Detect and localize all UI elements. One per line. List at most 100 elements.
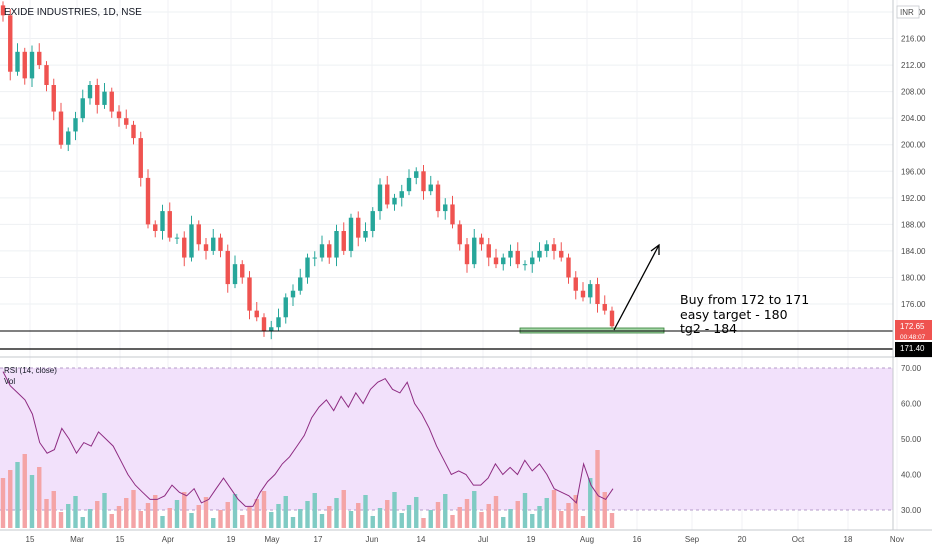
price-tick-label: 180.00 (901, 273, 926, 282)
currency-label: INR (900, 8, 914, 17)
volume-bar (269, 512, 274, 528)
candle-body (182, 237, 187, 258)
candle-body (73, 118, 78, 132)
target-arrow[interactable] (613, 244, 660, 331)
time-tick-label: 14 (417, 535, 426, 544)
volume-bar (109, 514, 114, 528)
volume-bar (261, 491, 267, 528)
volume-bar (203, 497, 209, 528)
rsi-label: RSI (14, close) (4, 366, 57, 375)
volume-bar (37, 467, 42, 528)
candle-body (522, 264, 528, 266)
time-axis[interactable]: 15 Mar 15 Apr 19 May 17 Jun 14 Jul 19 Aug 16 Sep 20 Oct… (26, 535, 905, 544)
volume-bar (87, 509, 93, 528)
time-tick-label: Mar (70, 535, 84, 544)
time-tick-label: 15 (26, 535, 35, 544)
candle-body (609, 310, 615, 327)
time-tick-label: 18 (844, 535, 853, 544)
volume-bar (131, 490, 136, 528)
candle-body (87, 85, 93, 99)
annotation-line-1: Buy from 172 to 171 (680, 292, 809, 307)
last-price-badge (895, 320, 932, 331)
candle-body (66, 131, 71, 145)
candle-body (421, 171, 426, 192)
candle-body (472, 237, 477, 265)
candle-body (479, 237, 484, 245)
volume-bar (334, 498, 339, 528)
volume-bar (102, 493, 107, 528)
time-tick-label: Jun (366, 535, 379, 544)
volume-bar (385, 500, 390, 528)
candle-body (544, 244, 549, 251)
candle-body (218, 237, 223, 251)
candle-body (435, 184, 441, 212)
volume-bar (566, 503, 571, 528)
volume-bar (327, 506, 332, 528)
candle-body (406, 177, 412, 192)
rsi-band (0, 368, 893, 510)
volume-bar (544, 498, 549, 528)
time-tick-label: Apr (162, 535, 175, 544)
candle-body (319, 244, 325, 258)
volume-bar (225, 502, 230, 528)
volume-bar (167, 508, 172, 528)
volume-bar (29, 475, 35, 528)
volume-bar (406, 505, 412, 528)
candle-body (588, 284, 593, 298)
volume-bar (486, 504, 491, 528)
time-tick-label: Sep (685, 535, 700, 544)
volume-bar (160, 516, 165, 528)
rsi-axis[interactable]: 70.00 60.00 50.00 40.00 30.00 (901, 364, 922, 515)
volume-bar (370, 516, 375, 528)
price-tick-label: 208.00 (901, 88, 926, 97)
candle-body (240, 264, 245, 278)
volume-bar (124, 498, 129, 528)
volume-bar (399, 513, 404, 528)
price-axis[interactable]: 220.00216.00212.00208.00204.00200.00196.… (901, 8, 926, 309)
candle-body (276, 317, 281, 328)
volume-bar (312, 493, 317, 528)
vol-label: Vol (4, 377, 15, 386)
candle-body (385, 184, 390, 205)
rsi-tick-label: 50.00 (901, 435, 922, 444)
candle-body (399, 191, 404, 198)
annotation-line-3: tg2 - 184 (680, 321, 737, 336)
candle-body (573, 277, 578, 291)
candle-body (551, 244, 557, 251)
candle-body (131, 124, 136, 139)
volume-bar (537, 506, 542, 528)
volume-bar (298, 509, 303, 528)
volume-bar (602, 492, 607, 528)
volume-bar (0, 478, 6, 528)
candle-body (363, 231, 368, 238)
candlesticks (0, 1, 615, 340)
volume-bar (530, 514, 535, 528)
volume-bar (276, 504, 281, 528)
candle-body (44, 65, 49, 85)
volume-bar (501, 517, 506, 528)
volume-bar (66, 504, 71, 528)
candle-body (457, 224, 462, 245)
arrow-head (650, 243, 660, 255)
rsi-tick-label: 60.00 (901, 400, 922, 409)
candle-body (247, 277, 252, 311)
volume-bar (240, 515, 245, 528)
volume-bar (609, 513, 615, 528)
candle-body (29, 51, 35, 79)
candle-body (530, 257, 535, 265)
volume-bar (515, 501, 520, 528)
volume-bar (22, 454, 27, 528)
time-tick-label: 15 (116, 535, 125, 544)
time-tick-label: 19 (227, 535, 236, 544)
candle-body (327, 244, 332, 258)
candle-body (145, 177, 151, 225)
annotation-line-2: easy target - 180 (680, 307, 788, 322)
candle-body (602, 304, 607, 311)
price-tick-label: 184.00 (901, 247, 926, 256)
volume-bar (290, 517, 296, 528)
countdown-text: 00:48:07 (900, 334, 926, 341)
currency-badge[interactable] (896, 5, 920, 19)
candle-body (203, 244, 209, 251)
price-tick-label: 196.00 (901, 167, 926, 176)
